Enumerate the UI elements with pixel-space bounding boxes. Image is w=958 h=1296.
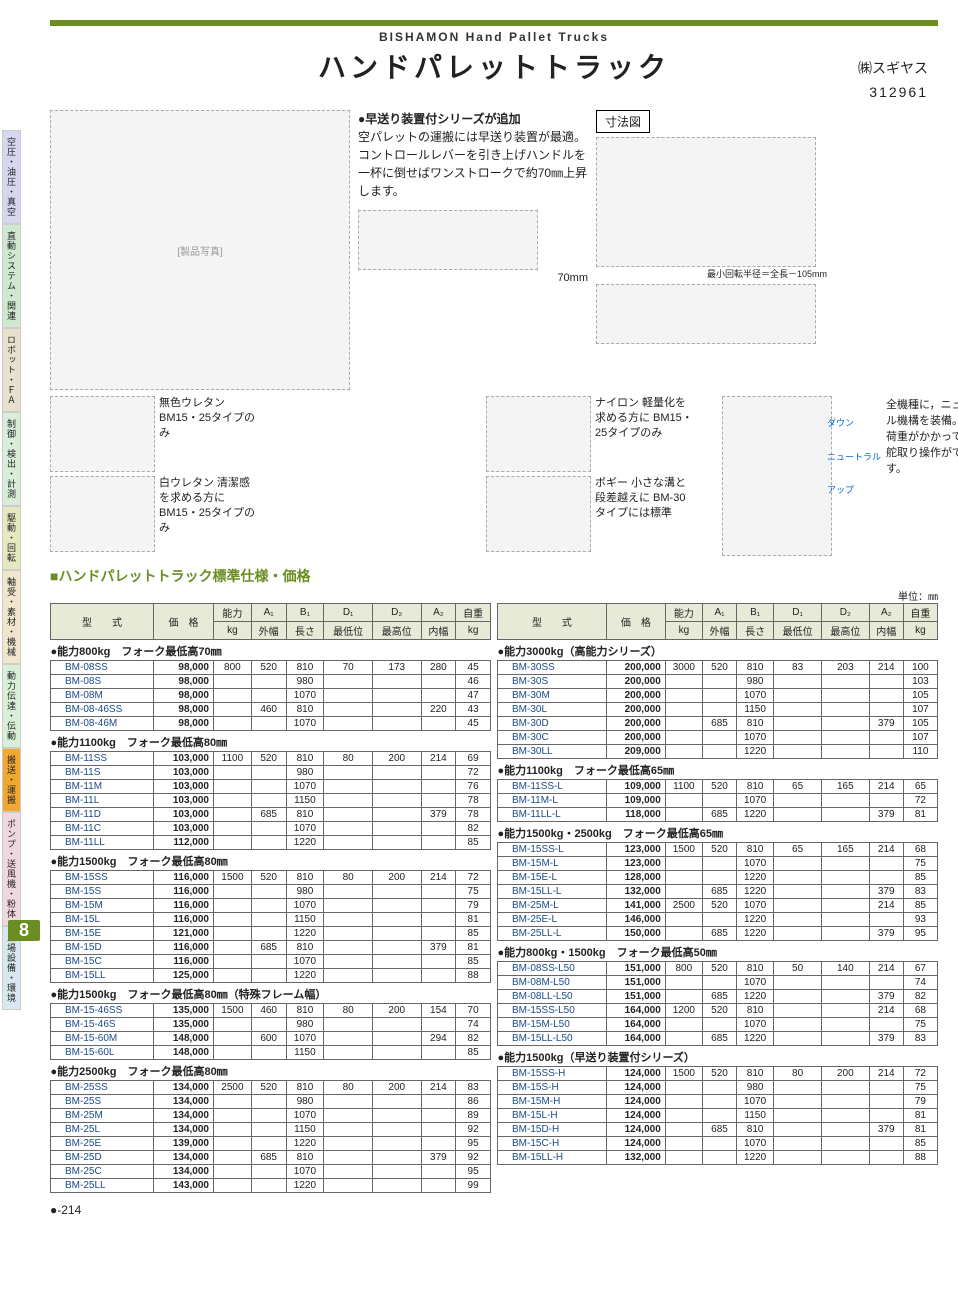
stroke-label: 70mm bbox=[358, 270, 588, 287]
wheel-photo-3 bbox=[486, 396, 591, 472]
spec-table-right: 型 式価 格能力A₁B₁D₁D₂A₂自重kg外幅長さ最低位最高位内幅kg●能力3… bbox=[497, 603, 938, 1165]
unit-label: 単位：㎜ bbox=[50, 588, 938, 603]
product-code: 312961 bbox=[50, 84, 928, 100]
ctrl-down-label: ダウン bbox=[827, 417, 881, 431]
ctrl-neutral-label: ニュートラル bbox=[827, 451, 881, 465]
header-band bbox=[50, 20, 938, 26]
control-text: 全機種に，ニュートラル機構を装備。 荷重がかかっても軽く舵取り操作ができます。 bbox=[886, 396, 958, 556]
spec-table-left: 型 式価 格能力A₁B₁D₁D₂A₂自重kg外幅長さ最低位最高位内幅kg●能力8… bbox=[50, 603, 491, 1193]
spec-title: ■ハンドパレットトラック標準仕様・価格 bbox=[50, 566, 938, 586]
dim-title: 寸法図 bbox=[596, 110, 650, 133]
wheel-photo-1 bbox=[50, 396, 155, 472]
sidetab-2[interactable]: ロボット・ＦＡ bbox=[2, 328, 21, 412]
sidetab-0[interactable]: 空圧・油圧・真空 bbox=[2, 130, 21, 224]
eng-subtitle: BISHAMON Hand Pallet Trucks bbox=[50, 30, 938, 44]
sidetab-1[interactable]: 直動システム・関連 bbox=[2, 224, 21, 328]
sidetab-5[interactable]: 軸受・素材・機械 bbox=[2, 570, 21, 664]
wheel-text-4: ボギー 小さな溝と段差越えに BM-30タイプには標準 bbox=[595, 476, 695, 552]
sidetab-4[interactable]: 駆動・回転 bbox=[2, 506, 21, 570]
desc-bullet: ●早送り装置付シリーズが追加 bbox=[358, 110, 588, 128]
control-photo: ダウン ニュートラル アップ bbox=[722, 396, 832, 556]
dim-note: 最小回転半径＝全長－105mm bbox=[596, 267, 938, 280]
desc-body: 空パレットの運搬には早送り装置が最適。コントロールレバーを引き上げハンドルを一杯… bbox=[358, 128, 588, 200]
wheel-text-2: 白ウレタン 清潔感を求める方に BM15・25タイプのみ bbox=[159, 476, 259, 552]
product-photo: [製品写真] bbox=[50, 110, 350, 390]
dim-diagram-top bbox=[596, 284, 816, 344]
sidetab-7[interactable]: 搬送・運搬 bbox=[2, 748, 21, 812]
sidetab-6[interactable]: 動力伝達・伝動 bbox=[2, 664, 21, 748]
sidetab-3[interactable]: 制御・検出・計測 bbox=[2, 412, 21, 506]
wheel-text-3: ナイロン 軽量化を求める方に BM15・25タイプのみ bbox=[595, 396, 695, 472]
wheel-photo-2 bbox=[50, 476, 155, 552]
section-number: 8 bbox=[8, 920, 40, 941]
footer-page: ●-214 bbox=[50, 1203, 81, 1217]
dim-diagram-side bbox=[596, 137, 816, 267]
wheel-text-1: 無色ウレタン BM15・25タイプのみ bbox=[159, 396, 259, 472]
sidetab-8[interactable]: ポンプ・送風機・粉体 bbox=[2, 812, 21, 926]
stroke-diagram bbox=[358, 210, 538, 270]
wheel-photo-4 bbox=[486, 476, 591, 552]
ctrl-up-label: アップ bbox=[827, 484, 881, 498]
